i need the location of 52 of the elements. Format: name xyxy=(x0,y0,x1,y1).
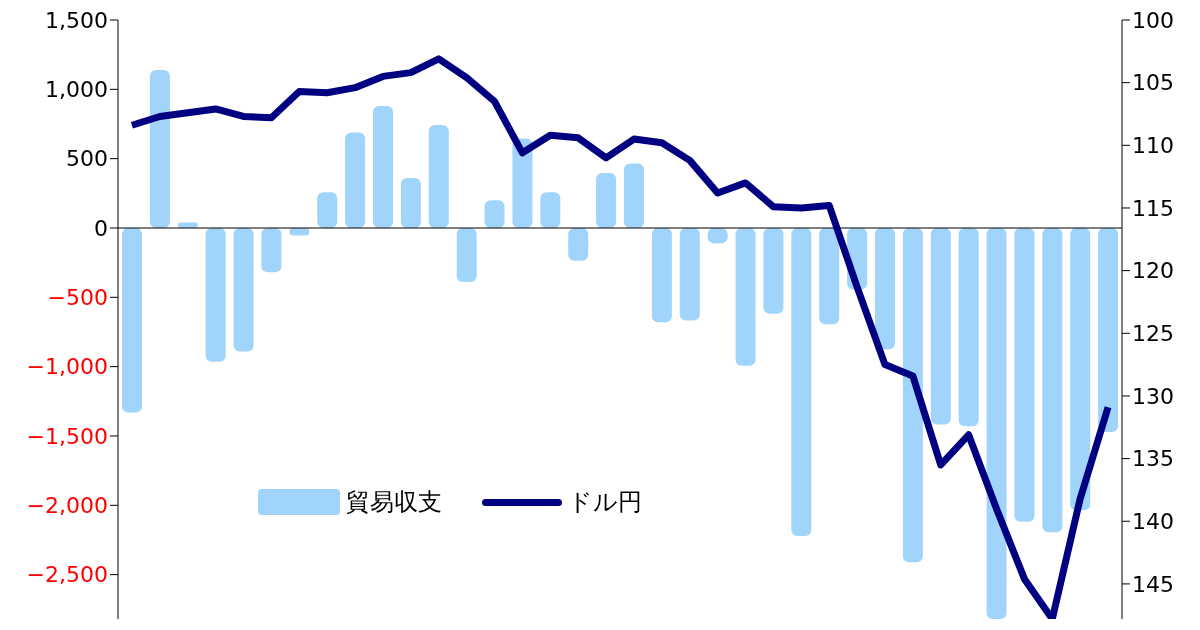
bar xyxy=(568,227,589,261)
bar xyxy=(902,227,923,563)
bar xyxy=(624,163,644,228)
bar xyxy=(233,227,254,352)
bar xyxy=(651,227,672,323)
bar xyxy=(1098,227,1119,433)
bar xyxy=(819,227,840,325)
y-tick-label: 1,500 xyxy=(45,7,108,33)
bar xyxy=(1070,227,1091,511)
bar xyxy=(1014,227,1035,522)
y2-tick-label: 125 xyxy=(1132,320,1174,346)
y2-tick-label: 120 xyxy=(1132,258,1174,284)
bar xyxy=(373,105,393,228)
bar xyxy=(791,227,812,537)
y2-tick-label: 140 xyxy=(1132,508,1174,534)
y2-tick-label: 145 xyxy=(1132,571,1174,597)
bar xyxy=(484,200,505,228)
y-tick-label: 500 xyxy=(66,146,108,172)
y2-tick-label: 110 xyxy=(1132,133,1174,159)
y-tick-label: −1,500 xyxy=(26,423,108,449)
bar xyxy=(261,227,282,273)
bar xyxy=(317,192,338,228)
y-tick-label: 0 xyxy=(94,215,108,241)
bar xyxy=(456,227,477,283)
bar xyxy=(122,227,142,413)
y-tick-label: −2,500 xyxy=(26,562,108,588)
y2-tick-label: 135 xyxy=(1132,446,1174,472)
bar xyxy=(930,227,951,425)
bar xyxy=(596,173,617,228)
bar xyxy=(679,227,700,321)
bar xyxy=(763,227,784,314)
bar xyxy=(958,227,979,427)
bar xyxy=(735,227,756,366)
bar xyxy=(1042,227,1063,533)
bar xyxy=(540,192,561,228)
bar xyxy=(428,124,449,228)
y2-tick-label: 130 xyxy=(1132,383,1174,409)
y2-tick-label: 105 xyxy=(1132,70,1174,96)
y-tick-label: −500 xyxy=(47,285,108,311)
bar xyxy=(875,227,895,350)
y-tick-label: −1,000 xyxy=(26,354,108,380)
bar xyxy=(205,227,226,362)
y2-tick-label: 115 xyxy=(1132,195,1174,221)
bar xyxy=(345,132,366,228)
y-tick-label: −2,000 xyxy=(26,493,108,518)
legend-label: 貿易収支 xyxy=(346,487,442,518)
y2-tick-label: 100 xyxy=(1132,7,1174,33)
y-tick-label: 1,000 xyxy=(45,77,108,103)
legend-label: ドル円 xyxy=(568,487,642,518)
bar xyxy=(400,178,421,228)
bar xyxy=(149,69,170,228)
bar xyxy=(986,227,1007,619)
